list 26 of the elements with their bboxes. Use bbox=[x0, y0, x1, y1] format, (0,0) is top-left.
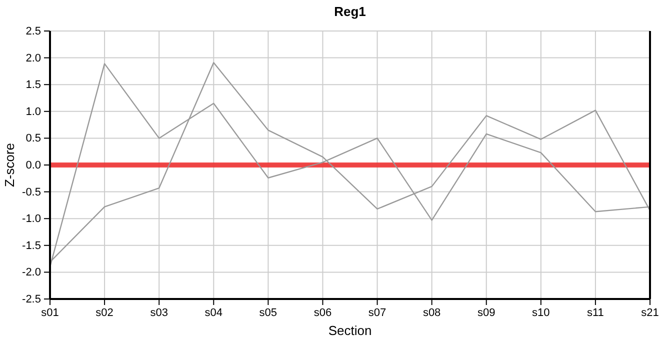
y-axis-title: Z-score bbox=[2, 142, 17, 188]
x-tick-label: s01 bbox=[41, 306, 59, 319]
x-tick-label: s08 bbox=[422, 306, 441, 319]
x-tick-label: s11 bbox=[586, 306, 604, 319]
y-tick-label: 0.5 bbox=[26, 132, 41, 145]
y-tick-label: -2.0 bbox=[22, 266, 41, 279]
y-tick-label: 1.5 bbox=[26, 79, 41, 92]
x-tick-label: s06 bbox=[314, 306, 332, 319]
x-tick-label: s09 bbox=[477, 306, 496, 319]
y-tick-label: 1.0 bbox=[26, 106, 41, 118]
x-axis-title: Section bbox=[328, 323, 372, 338]
y-tick-label: -0.5 bbox=[22, 186, 41, 198]
y-tick-label: 2.0 bbox=[26, 52, 41, 64]
x-tick-label: s02 bbox=[96, 306, 114, 319]
y-tick-label: 2.5 bbox=[26, 26, 41, 38]
y-tick-label: -1.0 bbox=[22, 213, 41, 226]
x-tick-label: s07 bbox=[368, 306, 386, 319]
x-tick-label: s03 bbox=[150, 306, 168, 319]
x-tick-label: s04 bbox=[204, 306, 223, 319]
x-tick-label: s10 bbox=[532, 306, 550, 319]
y-tick-label: 0.0 bbox=[26, 160, 41, 172]
y-tick-label: -2.5 bbox=[22, 294, 41, 306]
x-tick-label: s21 bbox=[641, 306, 659, 319]
x-tick-label: s05 bbox=[259, 306, 278, 319]
chart-title: Reg1 bbox=[334, 4, 366, 19]
y-tick-label: -1.5 bbox=[22, 240, 41, 252]
